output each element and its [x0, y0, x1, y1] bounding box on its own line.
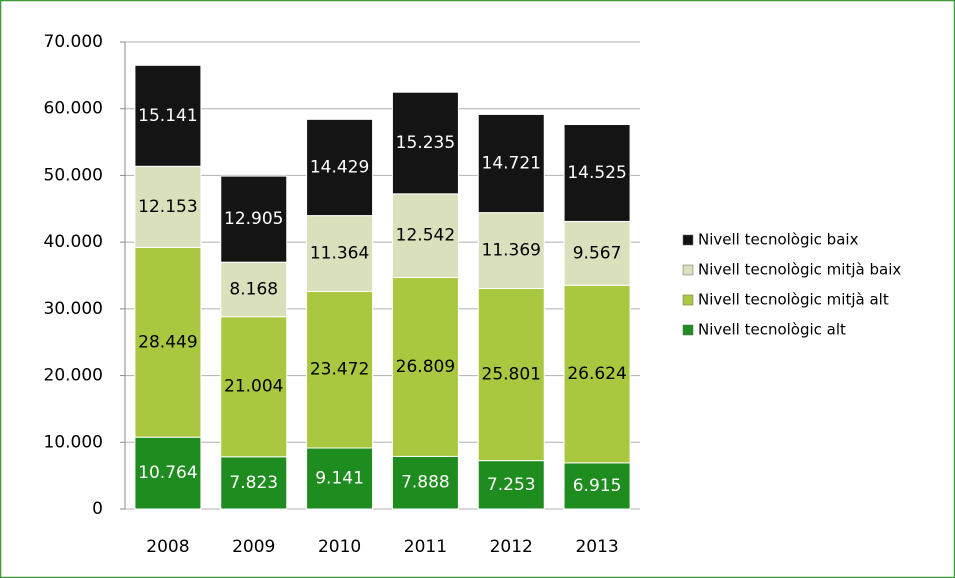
- x-tick-label: 2010: [318, 537, 361, 557]
- data-label: 12.542: [396, 226, 455, 246]
- data-label: 14.429: [310, 157, 369, 177]
- bar-segment: [477, 113, 545, 214]
- data-label: 28.449: [138, 332, 197, 352]
- bar-segment: [563, 462, 631, 510]
- data-label: 9.567: [573, 243, 622, 263]
- data-label: 23.472: [310, 360, 369, 380]
- bar-segment: [563, 284, 631, 464]
- bar-segment: [220, 175, 288, 263]
- bar-segment: [134, 246, 202, 438]
- legend-swatch: [682, 324, 694, 336]
- data-label: 6.915: [573, 476, 622, 496]
- data-label: 7.253: [487, 475, 536, 495]
- x-tick-label: 2013: [575, 537, 618, 557]
- bar-segment: [306, 215, 374, 292]
- bar-segment: [563, 124, 631, 222]
- legend-swatch: [682, 294, 694, 306]
- y-tick-label: 40.000: [44, 232, 103, 252]
- bar-segment: [306, 118, 374, 217]
- legend-label: Nivell tecnològic mitjà alt: [698, 291, 889, 309]
- y-tick-label: 50.000: [44, 165, 103, 185]
- bar-segment: [134, 165, 202, 248]
- x-tick-label: 2012: [490, 537, 533, 557]
- y-tick-label: 0: [92, 499, 103, 519]
- bar-segment: [220, 261, 288, 318]
- x-tick-label: 2009: [232, 537, 275, 557]
- data-label: 26.809: [396, 357, 455, 377]
- data-label: 10.764: [138, 463, 197, 483]
- bar-segment: [477, 460, 545, 510]
- legend-swatch: [682, 234, 694, 246]
- data-label: 14.525: [567, 163, 626, 183]
- data-label: 9.141: [315, 469, 364, 489]
- bar-segment: [134, 64, 202, 167]
- legend-swatch: [682, 264, 694, 276]
- legend-label: Nivell tecnològic alt: [698, 321, 846, 339]
- legend-label: Nivell tecnològic baix: [698, 231, 859, 249]
- data-label: 15.141: [138, 106, 197, 126]
- data-label: 14.721: [482, 154, 541, 174]
- bar-segment: [391, 91, 459, 195]
- x-tick-label: 2011: [404, 537, 447, 557]
- y-tick-label: 70.000: [44, 32, 103, 52]
- bar-segment: [391, 193, 459, 279]
- data-label: 11.369: [482, 241, 541, 261]
- bar-segment: [306, 290, 374, 449]
- bar-segment: [220, 456, 288, 510]
- x-tick-label: 2008: [146, 537, 189, 557]
- data-label: 12.153: [138, 197, 197, 217]
- data-label: 15.235: [396, 133, 455, 153]
- data-label: 11.364: [310, 244, 369, 264]
- data-label: 25.801: [482, 365, 541, 385]
- y-tick-label: 10.000: [44, 432, 103, 452]
- bar-segment: [477, 287, 545, 462]
- bar-segment: [134, 436, 202, 510]
- data-label: 8.168: [229, 279, 278, 299]
- bar-segment: [306, 447, 374, 510]
- data-label: 12.905: [224, 209, 283, 229]
- bar-segment: [563, 220, 631, 286]
- bar-segment: [391, 277, 459, 457]
- data-label: 21.004: [224, 377, 283, 397]
- y-tick-label: 30.000: [44, 299, 103, 319]
- data-label: 7.823: [229, 473, 278, 493]
- y-tick-label: 60.000: [44, 99, 103, 119]
- data-label: 7.888: [401, 473, 450, 493]
- y-tick-label: 20.000: [44, 366, 103, 386]
- bar-segment: [391, 455, 459, 510]
- data-label: 26.624: [567, 364, 626, 384]
- legend-label: Nivell tecnològic mitjà baix: [698, 261, 901, 279]
